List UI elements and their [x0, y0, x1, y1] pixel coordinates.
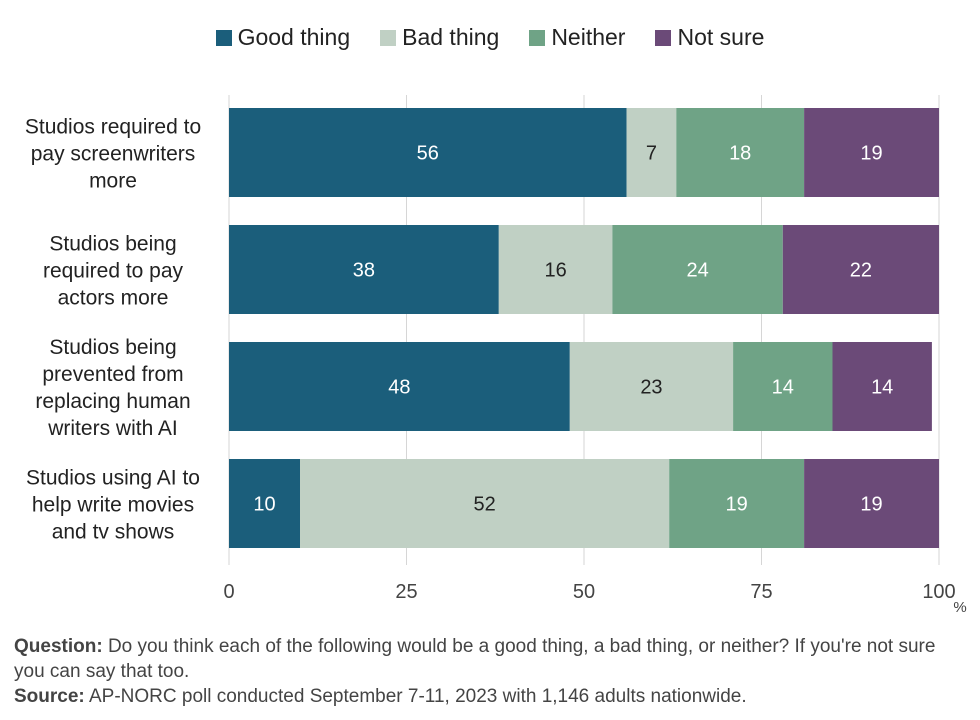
bar-segment-3-0 [229, 459, 300, 548]
bar-segment-3-1 [300, 459, 670, 548]
bar-segment-1-3 [782, 225, 939, 314]
data-label-0-3: 19 [860, 143, 882, 165]
category-label-2-3: writers with AI [47, 417, 178, 440]
category-label-3-1: help write movies [32, 494, 194, 517]
data-label-1-0: 38 [353, 260, 375, 282]
source-text: AP-NORC poll conducted September 7-11, 2… [84, 686, 747, 707]
data-label-0-2: 18 [729, 143, 751, 165]
bar-segment-0-2 [676, 108, 805, 197]
x-tick-label-4: 100 [922, 581, 955, 603]
data-label-3-3: 19 [860, 494, 882, 516]
legend-item-2: Neither [529, 24, 625, 51]
legend-item-3: Not sure [655, 24, 764, 51]
bar-segment-3-3 [804, 459, 939, 548]
legend-label-3: Not sure [677, 24, 765, 50]
category-label-3-2: and tv shows [52, 521, 175, 544]
bar-segment-1-0 [229, 225, 499, 314]
stacked-bar-chart: 0 25 50 75 100% 56 7 18 19 Studios required to pay… [25, 95, 967, 616]
category-label-3-0: Studios using AI to [26, 467, 200, 490]
data-label-1-3: 22 [850, 260, 872, 282]
question-label: Question: [14, 636, 103, 657]
legend-item-1: Bad thing [380, 24, 499, 51]
category-label-0-0: Studios required to [25, 116, 201, 139]
x-tick-label-2: 50 [573, 581, 595, 603]
data-label-2-1: 23 [640, 377, 662, 399]
bar-segment-1-2 [612, 225, 783, 314]
category-label-2-0: Studios being [49, 336, 176, 359]
bar-segment-3-2 [669, 459, 805, 548]
question-note: Question: Do you think each of the follo… [14, 634, 969, 684]
category-label-0-1: pay screenwriters [31, 143, 196, 166]
category-label-0-2: more [89, 170, 137, 193]
legend-label-2: Neither [551, 24, 626, 50]
legend-swatch-3 [655, 29, 672, 46]
bar-segment-2-2 [733, 342, 833, 431]
x-unit-label: % [953, 599, 966, 616]
x-tick-label-1: 25 [395, 581, 417, 603]
data-label-0-1: 7 [646, 143, 657, 165]
data-label-3-2: 19 [726, 494, 748, 516]
bar-segment-0-3 [804, 108, 939, 197]
bar-segment-2-3 [832, 342, 932, 431]
data-label-1-1: 16 [544, 260, 566, 282]
legend-label-0: Good thing [237, 24, 351, 50]
bar-segment-2-0 [229, 342, 570, 431]
bar-segment-1-1 [498, 225, 613, 314]
source-label: Source: [14, 686, 85, 707]
category-label-1-0: Studios being [49, 233, 176, 256]
category-label-1-2: actors more [58, 287, 169, 310]
category-label-2-1: prevented from [42, 363, 183, 386]
footnote: Question: Do you think each of the follo… [14, 634, 969, 709]
data-label-3-0: 10 [253, 494, 275, 516]
data-label-1-2: 24 [686, 260, 708, 282]
x-tick-label-3: 75 [750, 581, 772, 603]
data-label-3-1: 52 [473, 494, 495, 516]
legend-swatch-0 [215, 29, 232, 46]
legend-item-0: Good thing [215, 24, 351, 51]
bar-segment-0-0 [229, 108, 627, 197]
legend-label-1: Bad thing [402, 24, 500, 50]
legend: Good thing Bad thing Neither Not sure [0, 24, 980, 51]
source-note: Source: AP-NORC poll conducted September… [14, 684, 969, 709]
data-label-0-0: 56 [417, 143, 439, 165]
question-text: Do you think each of the following would… [14, 636, 936, 682]
data-label-2-3: 14 [871, 377, 893, 399]
category-label-1-1: required to pay [43, 260, 184, 283]
bar-segment-0-1 [626, 108, 677, 197]
data-label-2-2: 14 [772, 377, 794, 399]
legend-swatch-2 [529, 29, 546, 46]
x-tick-label-0: 0 [223, 581, 234, 603]
bar-segment-2-1 [569, 342, 734, 431]
legend-swatch-1 [380, 29, 397, 46]
category-label-2-2: replacing human [35, 390, 190, 413]
data-label-2-0: 48 [388, 377, 410, 399]
